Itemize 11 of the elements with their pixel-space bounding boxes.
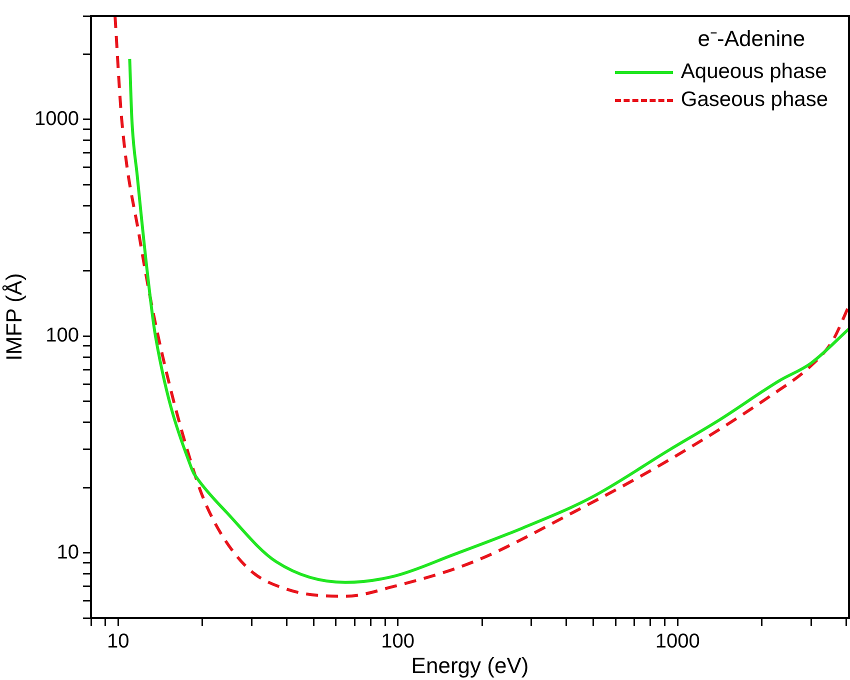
x-tick-label: 1000 [655,630,700,653]
x-tick-label: 100 [381,630,415,653]
legend-title: e⁻-Adenine [696,25,806,52]
x-axis-title: Energy (eV) [411,652,529,678]
x-tick-label: 10 [106,630,130,653]
y-tick-label: 10 [56,541,79,564]
y-axis-title: IMFP (Å) [1,273,26,361]
legend-label: Aqueous phase [680,60,827,84]
y-tick-label: 1000 [34,108,79,130]
y-tick-label: 100 [46,324,79,347]
legend-label: Gaseous phase [680,88,828,112]
